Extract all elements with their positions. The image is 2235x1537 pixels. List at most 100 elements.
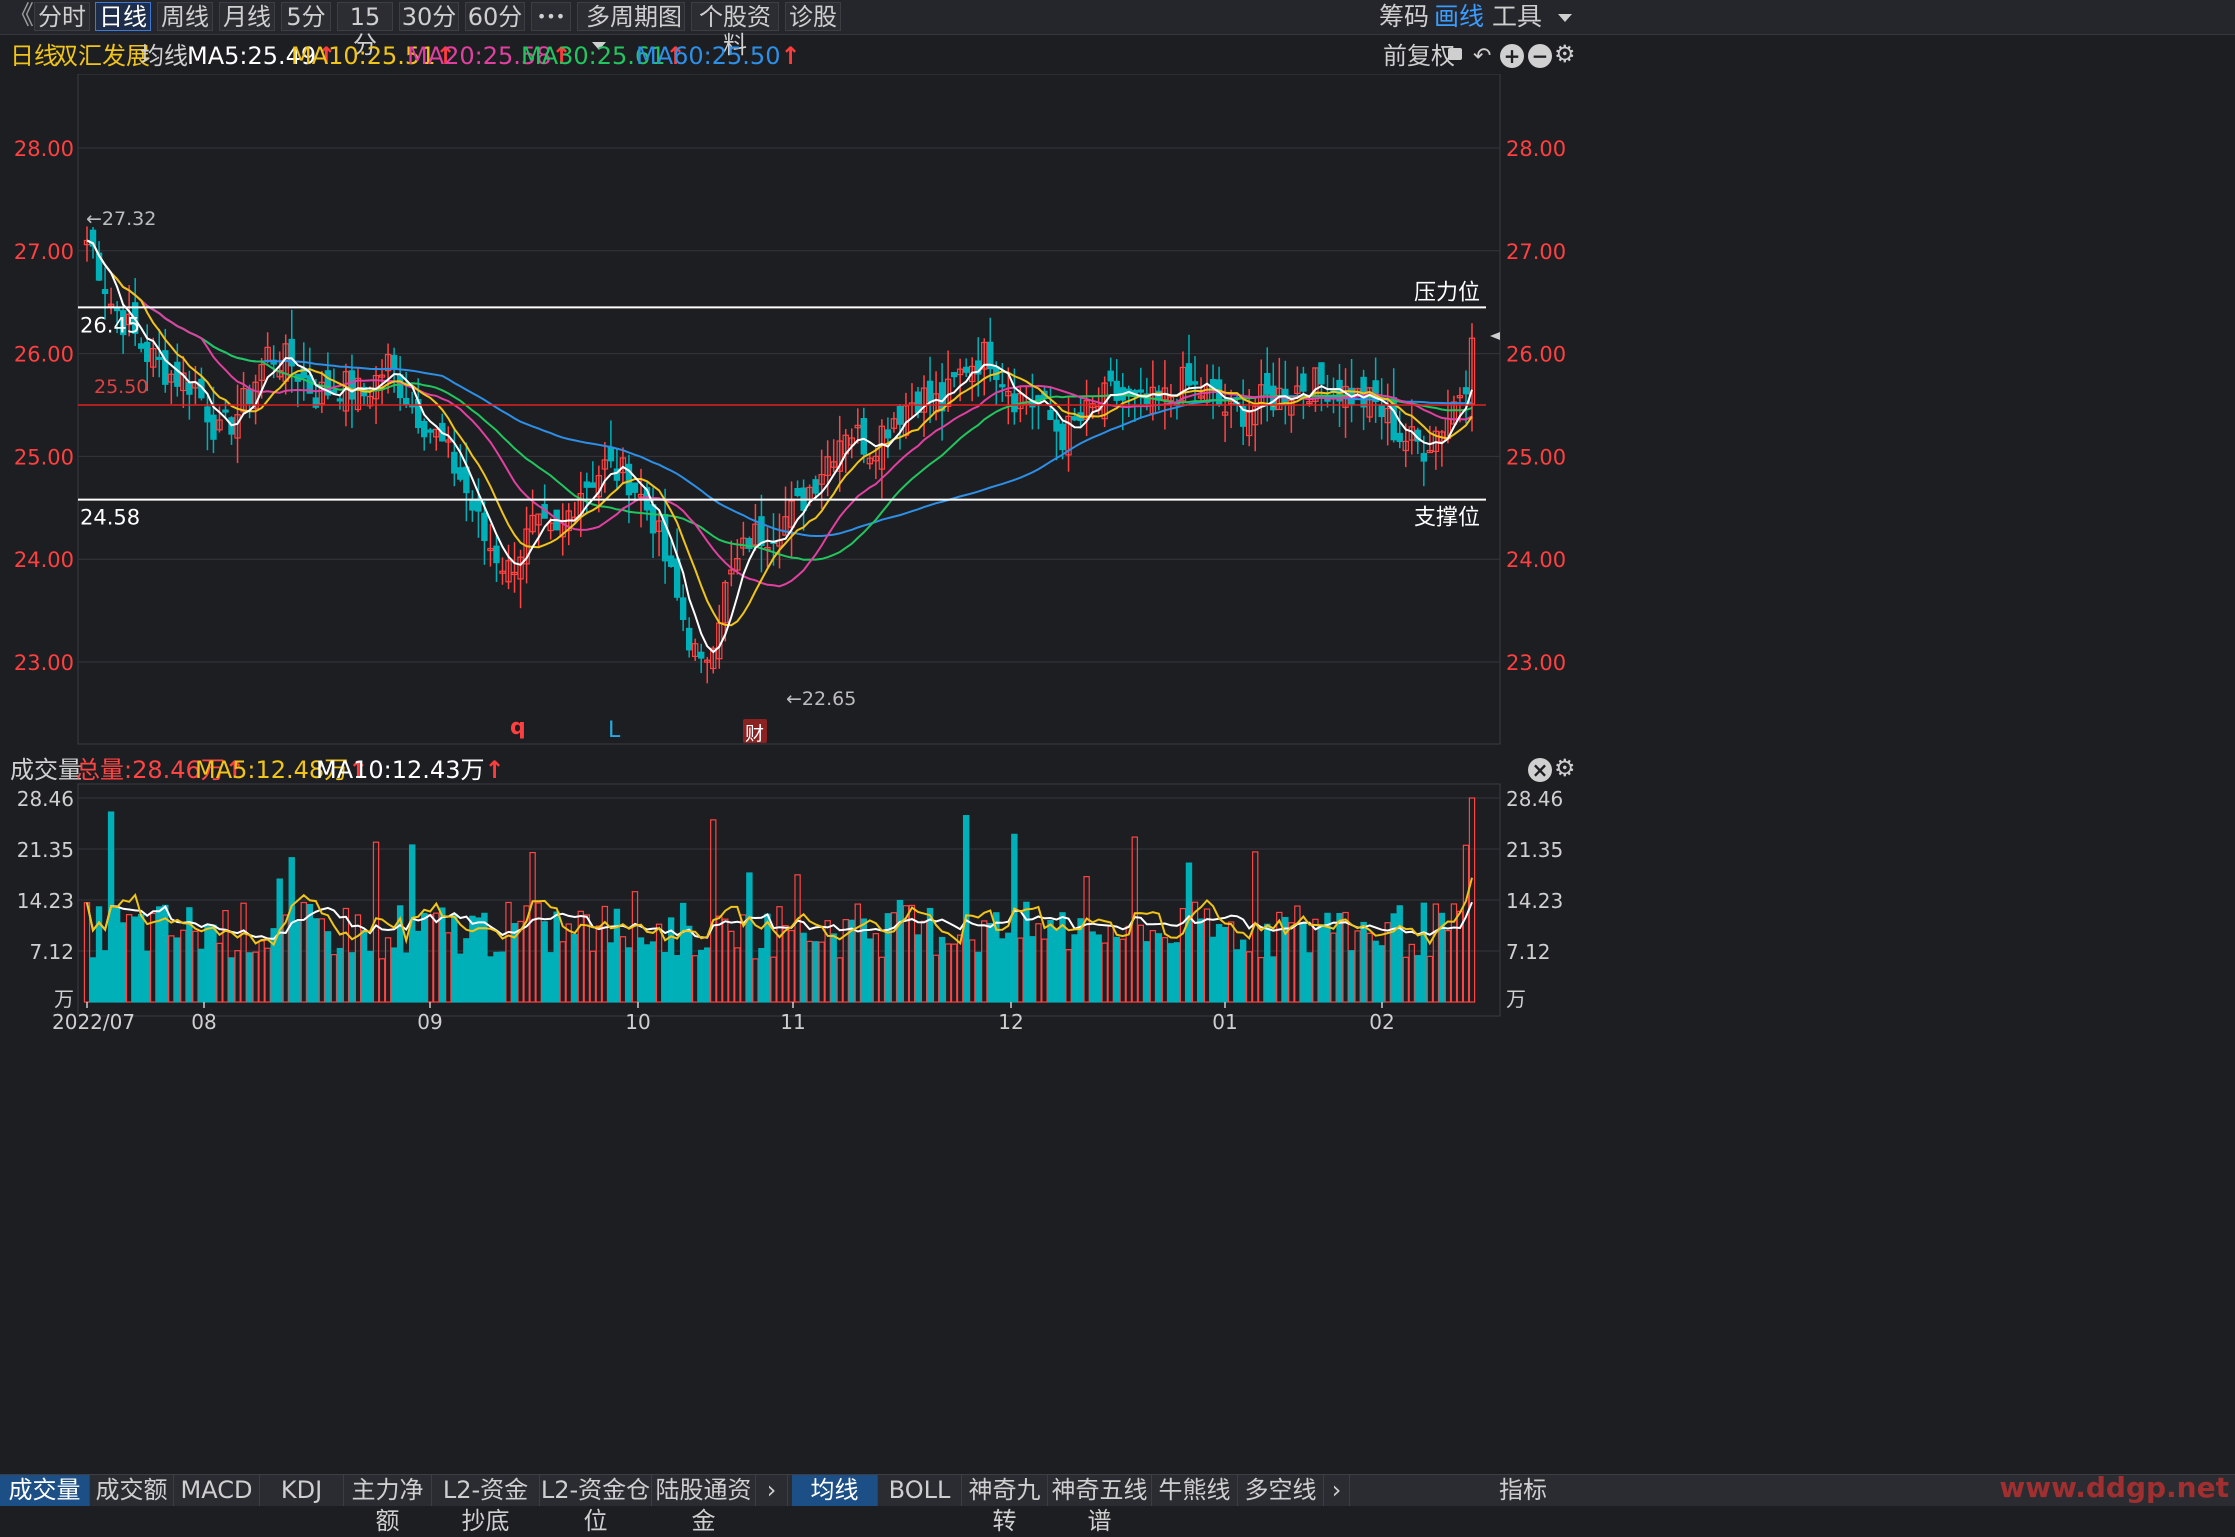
close-icon[interactable]: × — [1528, 758, 1552, 782]
candle-body — [1456, 395, 1464, 399]
tab-long-short[interactable]: 多空线 — [1238, 1475, 1324, 1506]
tab-kdj[interactable]: KDJ — [260, 1475, 344, 1506]
volume-chart[interactable]: 28.46 28.46 21.35 21.35 14.23 14.23 7.12 7.12 万 万… — [0, 770, 1568, 1032]
candle-body — [818, 474, 825, 485]
volume-bar — [1065, 949, 1072, 1003]
multi-period-dropdown[interactable]: 多周期图 — [577, 2, 685, 50]
period-tab-intraday[interactable]: 分时 — [34, 2, 90, 31]
candle-body — [402, 397, 410, 406]
candle-body — [390, 354, 398, 370]
adjust-mode-button[interactable]: 前复权 — [1383, 42, 1455, 70]
tab-macd[interactable]: MACD — [174, 1475, 260, 1506]
volume-bar — [914, 934, 922, 1003]
candle-body — [1059, 423, 1066, 451]
volume-bars — [83, 797, 1476, 1003]
tab-boll[interactable]: BOLL — [878, 1475, 962, 1506]
tab-volume[interactable]: 成交量 — [0, 1475, 90, 1506]
candle-body — [137, 343, 145, 349]
ma-settings-label[interactable]: 均线 — [140, 42, 188, 70]
volume-bar — [1161, 937, 1169, 1003]
candle — [499, 557, 506, 585]
indicator-menu-button[interactable]: 指标 — [1499, 1476, 1547, 1504]
lock-icon[interactable] — [1448, 48, 1462, 60]
volume-bar — [1179, 908, 1187, 1003]
undo-icon[interactable]: ↶ — [1473, 44, 1492, 69]
tools-button[interactable]: 工具 — [1492, 2, 1572, 32]
volume-bar — [1209, 936, 1217, 1003]
candle-body — [222, 409, 229, 413]
gear-icon[interactable]: ⚙ — [1554, 754, 1576, 782]
more-tabs-icon[interactable]: › — [756, 1475, 788, 1506]
volume-bar — [469, 915, 476, 1003]
tab-bull-bear[interactable]: 牛熊线 — [1152, 1475, 1238, 1506]
volume-bar — [414, 930, 422, 1003]
volume-bar — [1089, 931, 1096, 1003]
stock-info-button[interactable]: 个股资料 — [691, 2, 779, 59]
tab-ma[interactable]: 均线 — [792, 1475, 878, 1506]
volume-bar — [661, 951, 669, 1003]
period-tab-15min[interactable]: 15分 — [337, 2, 393, 59]
volume-bar — [1173, 942, 1181, 1003]
zoom-in-icon[interactable]: + — [1500, 44, 1524, 68]
volume-bar — [944, 943, 952, 1003]
tab-northbound[interactable]: 陆股通资金 — [652, 1475, 756, 1535]
candle — [288, 309, 295, 393]
candle — [481, 501, 488, 565]
candle-body — [1011, 393, 1018, 413]
stock-name[interactable]: 双汇发展 — [54, 42, 150, 70]
volume-bar — [1053, 928, 1060, 1003]
period-tab-30min[interactable]: 30分 — [399, 2, 459, 31]
zoom-out-icon[interactable]: − — [1528, 44, 1552, 68]
draw-lines-button[interactable]: 画线 — [1434, 2, 1485, 31]
tab-magic-nine[interactable]: 神奇九转 — [962, 1475, 1048, 1535]
candle — [728, 540, 735, 587]
candle — [101, 267, 109, 320]
candle — [427, 428, 434, 444]
volume-bar — [330, 954, 338, 1003]
volume-bar — [89, 957, 97, 1003]
volume-bar — [1059, 912, 1066, 1003]
candle — [824, 440, 831, 497]
gear-icon[interactable]: ⚙ — [1554, 40, 1576, 68]
volume-bar — [1167, 943, 1175, 1003]
candle — [698, 643, 705, 674]
tab-magic-five[interactable]: 神奇五线谱 — [1048, 1475, 1152, 1535]
candlestick-chart[interactable]: 28.00 28.00 27.00 27.00 26.00 26.00 25.00 25.00… — [0, 74, 1568, 754]
volume-bar — [1438, 912, 1446, 1003]
volume-unit-right: 万 — [1506, 987, 1526, 1011]
candle — [1372, 357, 1379, 423]
period-tab-daily[interactable]: 日线 — [95, 2, 151, 31]
date-label: 10 — [625, 1010, 650, 1032]
volume-bar — [354, 914, 362, 1003]
tab-l2-bottom[interactable]: L2-资金抄底 — [432, 1475, 540, 1535]
candle-body — [1239, 406, 1247, 427]
period-tab-weekly[interactable]: 周线 — [157, 2, 213, 31]
candle-body — [1420, 453, 1428, 462]
volume-bar — [926, 907, 934, 1003]
event-marker-q: q — [510, 715, 526, 740]
tab-turnover[interactable]: 成交额 — [90, 1475, 174, 1506]
period-tab-60min[interactable]: 60分 — [465, 2, 525, 31]
candle — [800, 479, 807, 531]
candle-body — [583, 481, 591, 488]
watermark: www.ddgp.net — [1999, 1471, 2229, 1504]
more-tabs-icon[interactable]: › — [1324, 1475, 1350, 1506]
candle — [1468, 323, 1476, 432]
volume-bar — [1294, 905, 1301, 1003]
volume-bar — [1107, 925, 1114, 1003]
tab-main-net[interactable]: 主力净额 — [344, 1475, 432, 1535]
period-tab-monthly[interactable]: 月线 — [219, 2, 275, 31]
volume-bar — [210, 924, 217, 1003]
candle — [1252, 398, 1259, 452]
tab-l2-position[interactable]: L2-资金仓位 — [540, 1475, 652, 1535]
chips-button[interactable]: 筹码 — [1379, 2, 1430, 31]
period-tab-5min[interactable]: 5分 — [281, 2, 331, 31]
more-periods-button[interactable]: ••• — [531, 2, 571, 31]
candle-body — [1264, 372, 1271, 395]
candle-body — [1384, 407, 1391, 424]
volume-bar — [583, 914, 591, 1003]
diagnose-button[interactable]: 诊股 — [785, 2, 841, 31]
candle-body — [1306, 401, 1313, 405]
volume-bar — [1318, 924, 1325, 1003]
collapse-left-icon[interactable]: 《 — [7, 1, 34, 31]
